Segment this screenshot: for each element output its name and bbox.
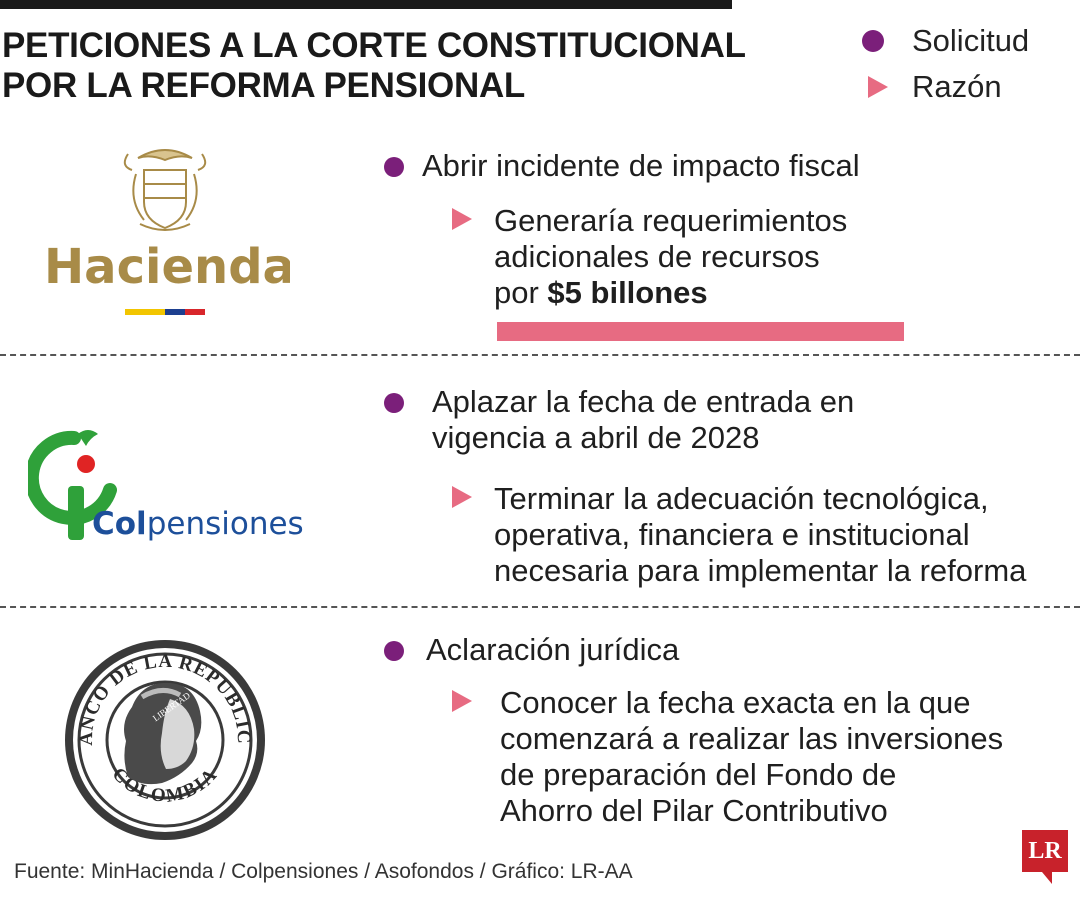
amount-bar bbox=[497, 322, 904, 341]
razon-item-banco: Conocer la fecha exacta en la que comenz… bbox=[452, 685, 1003, 829]
legend-label-razon: Razón bbox=[912, 69, 1002, 104]
razon-text: Terminar la adecuación tecnológica, oper… bbox=[494, 481, 1026, 589]
legend: Solicitud Razón bbox=[862, 18, 1029, 110]
top-rule bbox=[0, 0, 732, 9]
liberty-head-icon bbox=[124, 682, 202, 785]
hacienda-logo-text: Hacienda bbox=[44, 239, 290, 295]
banco-republica-seal: BANCO DE LA REPUBLICA COLOMBIA LIBERTAD bbox=[62, 637, 265, 840]
lr-logo-tail bbox=[1042, 872, 1052, 884]
razon-line: adicionales de recursos bbox=[494, 239, 820, 274]
razon-text: Generaría requerimientos adicionales de … bbox=[494, 203, 847, 311]
razon-line: Generaría requerimientos bbox=[494, 203, 848, 238]
purple-dot-icon bbox=[862, 30, 884, 52]
razon-item-hacienda: Generaría requerimientos adicionales de … bbox=[452, 203, 847, 311]
solicitud-text: Aclaración jurídica bbox=[426, 632, 680, 667]
title-line-1: PETICIONES A LA CORTE CONSTITUCIONAL bbox=[2, 26, 746, 65]
solicitud-item-colpensiones: Aplazar la fecha de entrada en vigencia … bbox=[384, 384, 854, 456]
source-credit: Fuente: MinHacienda / Colpensiones / Aso… bbox=[14, 860, 633, 883]
pink-triangle-icon bbox=[452, 208, 472, 230]
legend-item-razon: Razón bbox=[862, 64, 1029, 110]
razon-line: comenzará a realizar las inversiones bbox=[500, 721, 1004, 756]
amount-highlight: $5 billones bbox=[547, 275, 708, 310]
colpensiones-logo: Colpensiones bbox=[28, 430, 304, 542]
legend-label-solicitud: Solicitud bbox=[912, 23, 1030, 58]
legend-item-solicitud: Solicitud bbox=[862, 18, 1029, 64]
lr-logo: LR bbox=[1022, 830, 1068, 872]
solicitud-text: Abrir incidente de impacto fiscal bbox=[422, 148, 860, 183]
razon-item-colpensiones: Terminar la adecuación tecnológica, oper… bbox=[452, 481, 1026, 589]
pink-triangle-icon bbox=[452, 690, 472, 712]
razon-line: Conocer la fecha exacta en la que bbox=[500, 685, 971, 720]
pink-triangle-icon bbox=[868, 76, 888, 98]
razon-line: Terminar la adecuación tecnológica, bbox=[494, 481, 989, 516]
razon-text: Conocer la fecha exacta en la que comenz… bbox=[500, 685, 1003, 829]
section-divider bbox=[0, 354, 1080, 356]
solicitud-text: Aplazar la fecha de entrada en vigencia … bbox=[432, 384, 854, 456]
pink-triangle-icon bbox=[452, 486, 472, 508]
colpensiones-logo-text: Colpensiones bbox=[92, 506, 304, 542]
purple-dot-icon bbox=[384, 641, 404, 661]
solicitud-line: vigencia a abril de 2028 bbox=[432, 420, 760, 455]
page-title: PETICIONES A LA CORTE CONSTITUCIONAL POR… bbox=[2, 26, 762, 106]
section-divider bbox=[0, 606, 1080, 608]
razon-line: por $5 billones bbox=[494, 275, 708, 310]
solicitud-item-hacienda: Abrir incidente de impacto fiscal bbox=[384, 148, 860, 184]
solicitud-item-banco: Aclaración jurídica bbox=[384, 632, 679, 668]
razon-line: necesaria para implementar la reforma bbox=[494, 553, 1027, 588]
razon-line: Ahorro del Pilar Contributivo bbox=[500, 793, 888, 828]
purple-dot-icon bbox=[384, 157, 404, 177]
coat-of-arms-icon bbox=[123, 149, 207, 231]
flag-stripe bbox=[125, 309, 205, 315]
title-line-2: POR LA REFORMA PENSIONAL bbox=[2, 66, 525, 105]
hacienda-logo: Hacienda bbox=[44, 149, 290, 315]
razon-line: operativa, financiera e institucional bbox=[494, 517, 970, 552]
purple-dot-icon bbox=[384, 393, 404, 413]
razon-line: de preparación del Fondo de bbox=[500, 757, 897, 792]
colpensiones-icon bbox=[28, 430, 117, 540]
solicitud-line: Aplazar la fecha de entrada en bbox=[432, 384, 855, 419]
